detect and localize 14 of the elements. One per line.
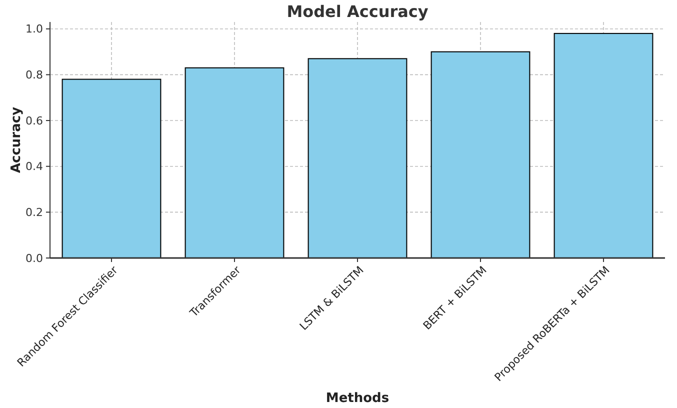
- bar: [308, 58, 408, 258]
- y-tick-label: 0.8: [26, 68, 43, 82]
- x-axis-title: Methods: [326, 391, 390, 406]
- chart-title: Model Accuracy: [286, 2, 429, 21]
- y-tick-label: 0.0: [26, 252, 43, 265]
- y-tick-label: 0.2: [26, 206, 43, 220]
- y-tick-label: 0.6: [26, 114, 43, 128]
- y-tick-label: 0.4: [26, 160, 43, 174]
- y-axis-title: Accuracy: [9, 106, 24, 174]
- y-tick-label: 1.0: [26, 22, 43, 36]
- bar: [62, 78, 162, 258]
- bar: [184, 67, 284, 258]
- bar: [554, 32, 654, 258]
- bar: [430, 51, 530, 258]
